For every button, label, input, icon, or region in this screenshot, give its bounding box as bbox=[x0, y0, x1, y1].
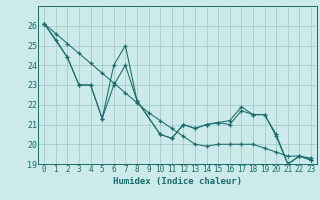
X-axis label: Humidex (Indice chaleur): Humidex (Indice chaleur) bbox=[113, 177, 242, 186]
